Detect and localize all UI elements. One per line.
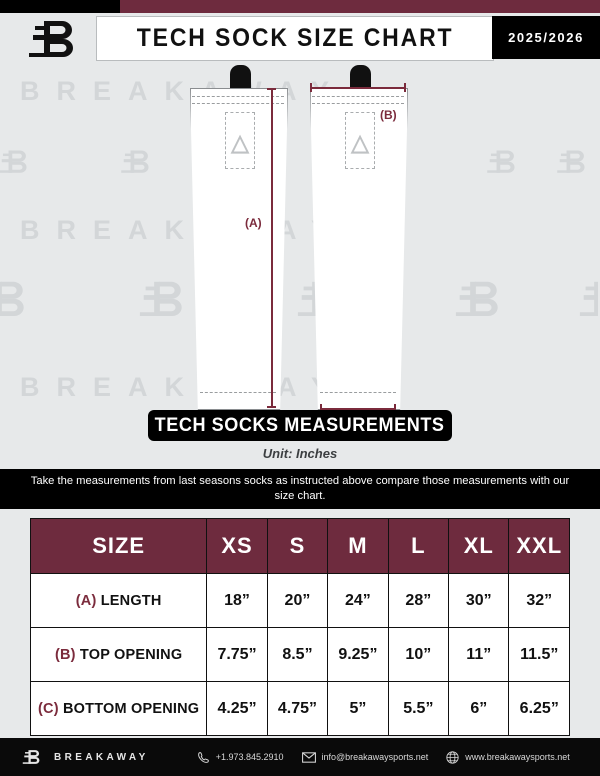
sock-bottom-seam-left	[200, 392, 276, 393]
measurements-banner: TECH SOCKS MEASUREMENTS	[148, 410, 452, 441]
top-accent-bar	[0, 0, 600, 13]
table-header-cell: XS	[206, 518, 268, 574]
table-row: (C) BOTTOM OPENING 4.25” 4.75” 5” 5.5” 6…	[29, 681, 570, 736]
table-cell: 4.75”	[266, 681, 329, 736]
row-tag: (A)	[75, 592, 97, 609]
size-chart-table: SIZE XS S M L XL XXL (A) LENGTH 18” 20” …	[29, 518, 570, 736]
measurement-line-b	[310, 87, 406, 89]
table-cell: 6”	[448, 681, 510, 736]
measurement-line-a	[271, 88, 273, 408]
footer-brand-name: BREAKAWAY	[54, 751, 149, 763]
season-year-badge: 2025/2026	[492, 16, 600, 59]
season-year-text: 2025/2026	[508, 30, 584, 45]
table-cell: 11.5”	[508, 627, 570, 682]
table-row: (B) TOP OPENING 7.75” 8.5” 9.25” 10” 11”…	[29, 627, 570, 682]
measurement-label-a: (A)	[245, 216, 262, 230]
envelope-icon	[301, 751, 316, 763]
instruction-text: Take the measurements from last seasons …	[30, 475, 570, 502]
table-cell: 24”	[327, 573, 389, 628]
measurement-label-b: (B)	[380, 108, 397, 122]
measurements-banner-text: TECH SOCKS MEASUREMENTS	[155, 414, 445, 436]
table-cell: 5.5”	[387, 681, 450, 736]
table-header-row: SIZE XS S M L XL XXL	[29, 518, 570, 574]
sock-top-seam2-left	[192, 103, 284, 104]
table-header-cell: XXL	[508, 518, 570, 574]
row-label-text: TOP OPENING	[75, 646, 183, 663]
sock-logo-glyph-left: ▵	[230, 118, 250, 163]
sock-logo-placeholder-left: ▵	[225, 112, 255, 169]
table-row: (A) LENGTH 18” 20” 24” 28” 30” 32”	[29, 573, 570, 628]
sock-logo-glyph-right: ▵	[350, 118, 370, 163]
footer-phone[interactable]: +1.973.845.2910	[197, 751, 284, 764]
measurement-cap-a-bottom	[267, 406, 276, 408]
row-label-top-opening: (B) TOP OPENING	[29, 627, 208, 682]
page-header: TECH SOCK SIZE CHART 2025/2026	[0, 13, 600, 61]
table-cell: 6.25”	[508, 681, 570, 736]
table-cell: 10”	[387, 627, 450, 682]
table-cell: 8.5”	[266, 627, 329, 682]
unit-label: Unit: Inches	[262, 446, 338, 461]
footer-email[interactable]: info@breakawaysports.net	[301, 751, 429, 763]
row-label-text: BOTTOM OPENING	[58, 700, 200, 717]
table-cell: 18”	[206, 573, 268, 628]
table-cell: 20”	[266, 573, 329, 628]
table-header-cell: SIZE	[29, 518, 208, 574]
page-title-text: TECH SOCK SIZE CHART	[136, 24, 454, 52]
row-tag: (C)	[38, 700, 59, 717]
footer-website-text: www.breakawaysports.net	[465, 752, 570, 762]
instruction-strip: Take the measurements from last seasons …	[0, 469, 600, 509]
sock-bottom-seam-right	[320, 392, 396, 393]
page-footer: BREAKAWAY +1.973.845.2910 info@breakaway…	[0, 738, 600, 776]
top-accent-bar-black	[0, 0, 120, 13]
table-cell: 7.75”	[206, 627, 268, 682]
sock-top-seam-left	[192, 96, 284, 97]
sock-top-seam2-right	[312, 103, 404, 104]
table-header-cell: M	[327, 518, 389, 574]
table-cell: 30”	[448, 573, 510, 628]
page-title: TECH SOCK SIZE CHART	[96, 16, 494, 61]
table-header-cell: XL	[448, 518, 510, 574]
sock-diagrams: ▵ (A) ▵ (B) (C)	[0, 60, 600, 427]
row-label-text: LENGTH	[96, 592, 162, 609]
sock-top-seam-right	[312, 96, 404, 97]
table-cell: 5”	[327, 681, 389, 736]
breakaway-b-monogram-icon	[27, 17, 85, 61]
table-cell: 4.25”	[206, 681, 268, 736]
row-tag: (B)	[54, 646, 76, 663]
table-cell: 11”	[448, 627, 510, 682]
sock-loop-tab-left	[230, 65, 251, 95]
measurement-cap-b-right	[404, 83, 406, 92]
row-label-length: (A) LENGTH	[29, 573, 208, 628]
footer-website[interactable]: www.breakawaysports.net	[446, 750, 570, 764]
row-label-bottom-opening: (C) BOTTOM OPENING	[29, 681, 208, 736]
table-header-cell: S	[266, 518, 329, 574]
table-cell: 28”	[387, 573, 450, 628]
sock-logo-placeholder-right: ▵	[345, 112, 375, 169]
breakaway-b-monogram-icon	[22, 745, 44, 769]
globe-icon	[446, 750, 459, 764]
measurement-cap-a-top	[267, 88, 276, 90]
footer-phone-text: +1.973.845.2910	[215, 752, 284, 762]
measurement-cap-c-left	[320, 404, 322, 413]
footer-email-text: info@breakawaysports.net	[321, 752, 429, 762]
measurement-cap-b-left	[310, 83, 312, 92]
table-header-cell: L	[387, 518, 450, 574]
table-cell: 9.25”	[327, 627, 389, 682]
measurement-cap-c-right	[394, 404, 396, 413]
table-cell: 32”	[508, 573, 570, 628]
phone-icon	[197, 751, 210, 764]
measurement-line-c	[320, 408, 396, 410]
